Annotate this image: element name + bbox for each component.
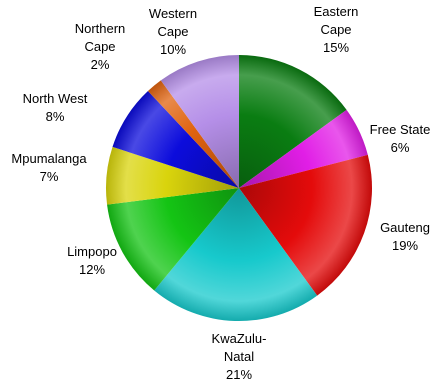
pie-slice-free-state (239, 109, 368, 188)
pie-slices (106, 55, 373, 322)
slice-label-northern-cape: Northern Cape 2% (75, 21, 126, 72)
pie-slice-gauteng (239, 154, 373, 296)
slice-label-north-west: North West 8% (23, 91, 88, 124)
slice-label-limpopo: Limpopo 12% (67, 244, 117, 277)
slice-label-mpumalanga: Mpumalanga 7% (11, 151, 87, 184)
slice-label-kwazulu-natal: KwaZulu-Natal 21% (212, 331, 267, 382)
pie-slice-kwazulu-natal (154, 188, 318, 322)
pie-labels: Eastern Cape 15% Free State 6% Gauteng 19% KwaZ… (11, 4, 430, 382)
pie-slice-limpopo (107, 188, 239, 291)
pie-slice-north-west (112, 91, 239, 188)
slice-label-gauteng: Gauteng 19% (380, 220, 430, 253)
slice-label-eastern-cape: Eastern Cape 15% (314, 4, 359, 55)
pie-slice-western-cape (160, 55, 239, 188)
pie-slice-mpumalanga (106, 146, 240, 205)
pie-slice-eastern-cape (239, 55, 347, 188)
pie-slice-northern-cape (147, 80, 239, 188)
slice-label-western-cape: Western Cape 10% (149, 6, 197, 57)
slice-label-free-state: Free State 6% (370, 122, 431, 155)
